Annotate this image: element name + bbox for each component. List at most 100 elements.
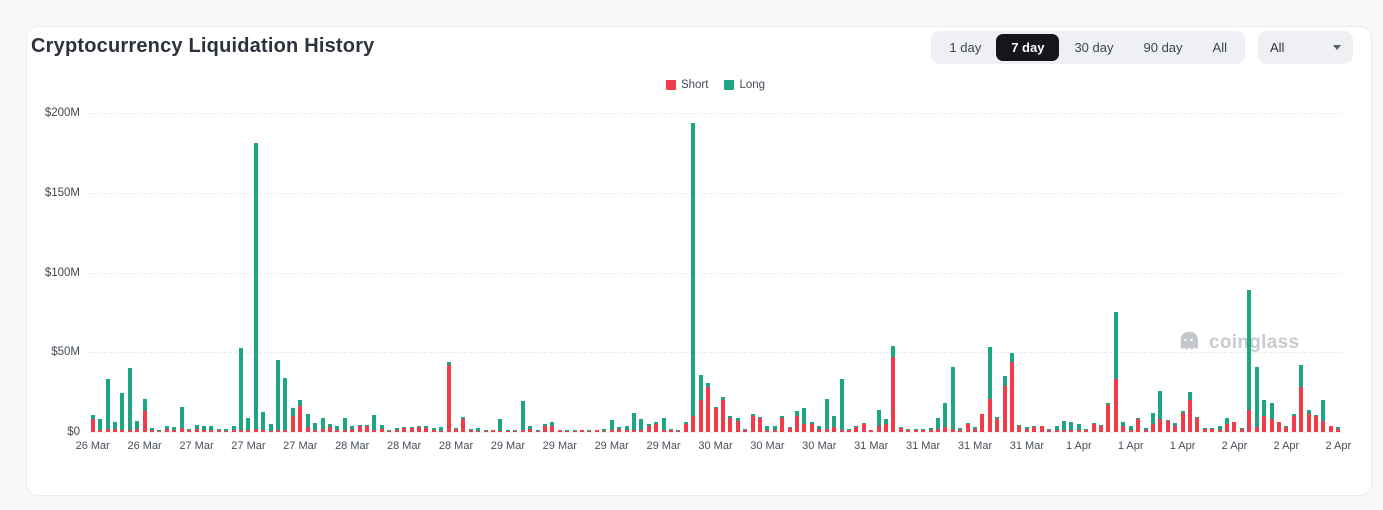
long-segment <box>1284 426 1289 428</box>
long-segment <box>431 428 436 430</box>
short-segment <box>1158 419 1163 432</box>
liquidation-bar <box>365 424 370 432</box>
range-button-90-day[interactable]: 90 day <box>1129 34 1198 61</box>
liquidation-bar <box>1099 424 1104 432</box>
liquidation-bar <box>157 429 162 432</box>
long-segment <box>1291 414 1296 417</box>
liquidation-bar <box>461 416 466 432</box>
short-segment <box>698 400 703 432</box>
short-segment <box>728 417 733 432</box>
range-button-7-day[interactable]: 7 day <box>996 34 1060 61</box>
long-segment <box>1121 422 1126 426</box>
liquidation-bar <box>1173 423 1178 432</box>
short-segment <box>646 425 651 432</box>
long-segment <box>1314 415 1319 417</box>
legend-item-short[interactable]: Short <box>665 79 708 91</box>
long-segment <box>1047 428 1052 430</box>
legend-swatch-short <box>665 80 676 90</box>
short-segment <box>617 428 622 432</box>
short-segment <box>1195 417 1200 432</box>
liquidation-chart[interactable]: coinglass $200M $150M $100M $50M $0 <box>45 107 1342 438</box>
long-segment <box>335 425 340 430</box>
short-segment <box>112 428 117 432</box>
long-segment <box>1247 290 1252 410</box>
x-axis-label: 2 Apr <box>1325 440 1352 452</box>
long-segment <box>1158 390 1163 420</box>
short-segment <box>1232 422 1237 432</box>
long-segment <box>112 422 117 429</box>
long-segment <box>98 419 103 431</box>
liquidation-bar <box>416 426 421 432</box>
liquidation-bar <box>357 424 362 432</box>
short-segment <box>935 428 940 432</box>
coin-filter-dropdown[interactable]: All <box>1258 31 1353 64</box>
liquidation-bar <box>483 430 488 432</box>
long-segment <box>565 429 570 432</box>
liquidation-bar <box>1017 424 1022 432</box>
liquidation-bar <box>224 428 229 432</box>
liquidation-bar <box>150 428 155 432</box>
gridline-50 <box>89 352 1342 354</box>
liquidation-history-card: Cryptocurrency Liquidation History 1 day… <box>26 26 1372 496</box>
y-axis-label: $50M <box>51 346 80 359</box>
short-segment <box>476 431 481 432</box>
short-segment <box>1002 385 1007 432</box>
short-segment <box>913 429 918 432</box>
chevron-down-icon <box>1333 45 1341 50</box>
short-segment <box>542 425 547 432</box>
liquidation-bar <box>1165 420 1170 432</box>
long-segment <box>350 426 355 429</box>
liquidation-bar <box>1069 422 1074 432</box>
short-segment <box>631 430 636 432</box>
short-segment <box>1225 424 1230 432</box>
short-segment <box>587 431 592 432</box>
liquidation-bar <box>795 411 800 432</box>
short-segment <box>1210 428 1215 432</box>
long-segment <box>1306 410 1311 415</box>
long-segment <box>276 360 281 431</box>
liquidation-bar <box>201 426 206 432</box>
liquidation-bar <box>313 423 318 432</box>
liquidation-bar <box>594 429 599 432</box>
liquidation-bar <box>446 361 451 432</box>
range-button-30-day[interactable]: 30 day <box>1059 34 1128 61</box>
long-segment <box>832 416 837 428</box>
short-segment <box>720 400 725 432</box>
short-segment <box>1165 420 1170 432</box>
long-segment <box>1210 428 1215 429</box>
liquidation-bar <box>557 429 562 432</box>
short-segment <box>1121 425 1126 432</box>
x-axis-label: 31 Mar <box>1009 440 1045 452</box>
long-segment <box>461 416 466 420</box>
liquidation-bar <box>216 428 221 432</box>
long-segment <box>809 421 814 425</box>
long-segment <box>965 423 970 425</box>
long-segment <box>921 428 926 431</box>
long-segment <box>246 418 251 431</box>
short-segment <box>127 430 132 432</box>
gridline-0 <box>89 432 1342 433</box>
long-segment <box>1328 425 1333 427</box>
long-segment <box>90 415 95 420</box>
short-segment <box>1284 427 1289 432</box>
range-button-all[interactable]: All <box>1198 34 1242 61</box>
liquidation-bar <box>1113 312 1118 432</box>
x-axis-label: 31 Mar <box>854 440 889 452</box>
liquidation-bar <box>187 428 192 432</box>
short-segment <box>876 425 881 432</box>
short-segment <box>1173 425 1178 432</box>
liquidation-bar <box>854 426 859 432</box>
liquidation-bar <box>1076 424 1081 432</box>
short-segment <box>520 430 525 432</box>
short-segment <box>1076 429 1081 432</box>
short-segment <box>1269 419 1274 432</box>
short-segment <box>817 428 822 432</box>
legend-item-long[interactable]: Long <box>724 79 765 91</box>
liquidation-bar <box>135 420 140 432</box>
long-segment <box>105 379 110 429</box>
short-segment <box>624 430 629 432</box>
short-segment <box>1314 416 1319 432</box>
range-button-1-day[interactable]: 1 day <box>934 34 996 61</box>
liquidation-bar <box>698 374 703 432</box>
long-segment <box>713 406 718 409</box>
